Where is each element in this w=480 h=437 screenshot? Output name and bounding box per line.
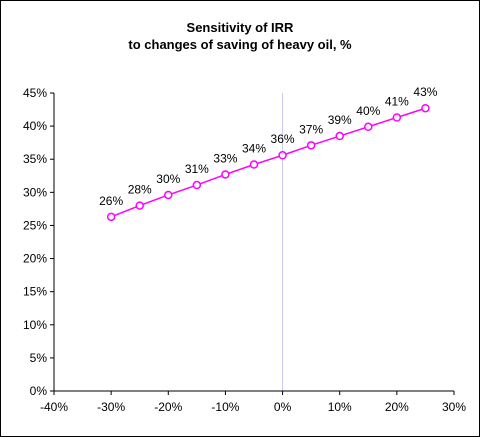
data-point xyxy=(135,201,144,210)
y-tick-label: 30% xyxy=(23,185,47,199)
data-point xyxy=(364,122,373,132)
data-label: 28% xyxy=(128,183,152,197)
y-tick-label: 5% xyxy=(30,351,48,365)
x-tick-label: 0% xyxy=(274,400,292,414)
data-point xyxy=(278,150,287,160)
y-tick-label: 10% xyxy=(23,318,47,332)
chart-title-line2: to changes of saving of heavy oil, % xyxy=(128,37,352,52)
data-point xyxy=(192,180,202,190)
data-label: 33% xyxy=(213,151,237,165)
y-tick-label: 20% xyxy=(23,252,47,266)
data-point xyxy=(106,212,116,222)
data-label: 36% xyxy=(271,132,295,146)
series-line xyxy=(110,107,426,218)
data-point xyxy=(306,141,316,150)
x-tick-label: -10% xyxy=(211,400,239,414)
y-tick-label: 40% xyxy=(23,119,47,133)
data-point xyxy=(221,170,230,179)
data-point xyxy=(392,113,402,122)
data-label: 43% xyxy=(413,85,437,99)
data-label: 40% xyxy=(356,104,380,118)
x-tick-label: -20% xyxy=(154,400,182,414)
y-tick-label: 15% xyxy=(23,285,47,299)
y-tick-label: 25% xyxy=(23,218,47,232)
y-tick-label: 45% xyxy=(23,86,47,100)
x-tick-label: -30% xyxy=(97,400,125,414)
data-label: 34% xyxy=(242,142,266,156)
data-label: 37% xyxy=(299,122,323,136)
data-label: 31% xyxy=(185,162,209,176)
x-tick-label: 20% xyxy=(385,400,409,414)
data-label: 39% xyxy=(328,113,352,127)
data-point xyxy=(335,131,344,141)
x-tick-label: 30% xyxy=(442,400,466,414)
chart-title-line1: Sensitivity of IRR xyxy=(186,20,294,35)
data-point xyxy=(164,190,173,200)
x-tick-label: 10% xyxy=(328,400,352,414)
y-tick-label: 35% xyxy=(23,152,47,166)
data-label: 26% xyxy=(99,194,123,208)
x-tick-label: -40% xyxy=(40,400,68,414)
data-point xyxy=(421,103,430,113)
y-tick-label: 0% xyxy=(30,384,48,398)
data-point xyxy=(249,160,259,169)
data-label: 30% xyxy=(156,172,180,186)
data-label: 41% xyxy=(385,95,409,109)
